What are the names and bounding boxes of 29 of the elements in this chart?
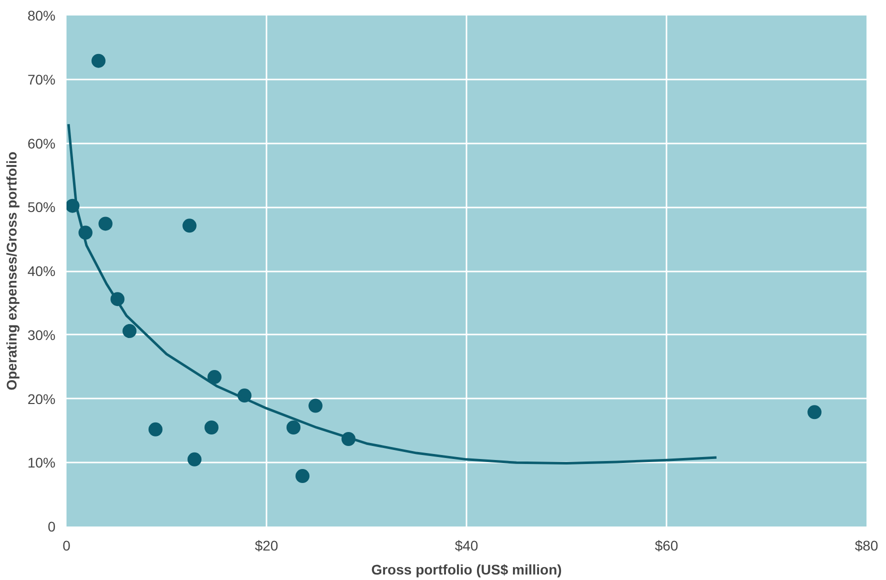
point: [92, 54, 106, 68]
point: [308, 398, 322, 413]
y-tick-label: 70%: [27, 71, 56, 88]
y-tick-label: 10%: [27, 454, 56, 471]
y-tick-label: 20%: [27, 390, 56, 407]
point: [204, 420, 218, 434]
point: [148, 422, 162, 436]
y-tick-label: 40%: [27, 263, 56, 279]
x-tick-label: $20: [254, 538, 278, 554]
y-tick-label: 80%: [27, 8, 56, 24]
point: [98, 216, 112, 231]
y-tick-label: 60%: [27, 135, 56, 152]
point: [286, 420, 300, 434]
line-series: [67, 122, 718, 465]
point: [208, 370, 222, 384]
point: [296, 469, 310, 484]
y-axis-title: Operating expenses/Gross portfolio: [3, 152, 20, 390]
x-tick-label: $80: [854, 538, 878, 554]
y-tick-label: 30%: [27, 326, 56, 343]
y-tick-label: 0: [48, 518, 56, 534]
y-tick-label: 50%: [27, 199, 56, 216]
point: [188, 452, 202, 466]
point: [122, 324, 136, 338]
x-tick-label: $40: [454, 538, 478, 554]
x-axis-title: Gross portfolio (US$ million): [371, 562, 562, 578]
x-tick-label: $60: [654, 538, 678, 554]
x-tick-label: 0: [62, 538, 71, 554]
point: [808, 405, 822, 420]
point: [182, 218, 196, 233]
